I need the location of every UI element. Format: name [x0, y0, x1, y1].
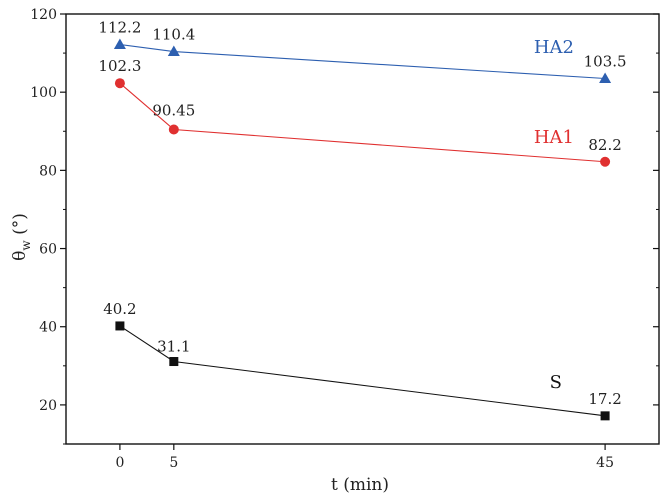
series-line	[119, 325, 606, 417]
data-label: 31.1	[157, 338, 190, 356]
y-axis-title-sub: w	[19, 240, 33, 251]
data-point	[600, 156, 611, 167]
svg-text:θw (°): θw (°)	[10, 213, 33, 261]
series-line	[119, 82, 606, 163]
y-tick-label: 80	[39, 163, 57, 179]
x-tick-label: 5	[169, 455, 178, 471]
data-point	[600, 411, 610, 421]
data-point	[169, 357, 179, 367]
plot-frame	[65, 13, 660, 445]
data-label: 40.2	[103, 300, 136, 318]
series-s: 40.2 31.1 17.2 S	[103, 300, 622, 421]
y-tick-label: 20	[39, 398, 57, 414]
x-axis-title: t (min)	[331, 475, 389, 495]
series-ha1: 102.3 90.45 82.2 HA1	[98, 57, 622, 167]
y-tick-label: 120	[30, 7, 57, 23]
series-name-label: S	[550, 372, 562, 393]
data-label: 103.5	[584, 53, 627, 71]
data-point	[113, 38, 126, 49]
data-label: 90.45	[152, 102, 195, 120]
y-tick-label: 60	[39, 242, 57, 258]
y-axis-title-unit: (°)	[10, 213, 30, 240]
data-point	[599, 72, 612, 83]
data-point	[115, 321, 125, 331]
y-axis-title-main: θ	[10, 251, 30, 261]
y-tick-label: 100	[30, 85, 57, 101]
data-label: 82.2	[588, 136, 621, 154]
data-label: 17.2	[588, 390, 621, 408]
data-point	[167, 45, 180, 57]
y-axis-title: θw (°)	[10, 213, 33, 261]
y-tick-label: 40	[39, 320, 57, 336]
series-name-label: HA2	[534, 37, 574, 58]
data-point	[114, 78, 125, 89]
data-point	[168, 124, 179, 135]
x-tick-label: 45	[596, 455, 614, 471]
series-line	[119, 43, 606, 80]
data-label: 102.3	[98, 57, 141, 75]
series-ha2: 112.2 110.4 103.5 HA2	[98, 18, 627, 83]
data-label: 112.2	[98, 18, 141, 36]
data-label: 110.4	[152, 26, 195, 44]
x-tick-label: 0	[115, 455, 124, 471]
series-name-label: HA1	[534, 127, 574, 148]
